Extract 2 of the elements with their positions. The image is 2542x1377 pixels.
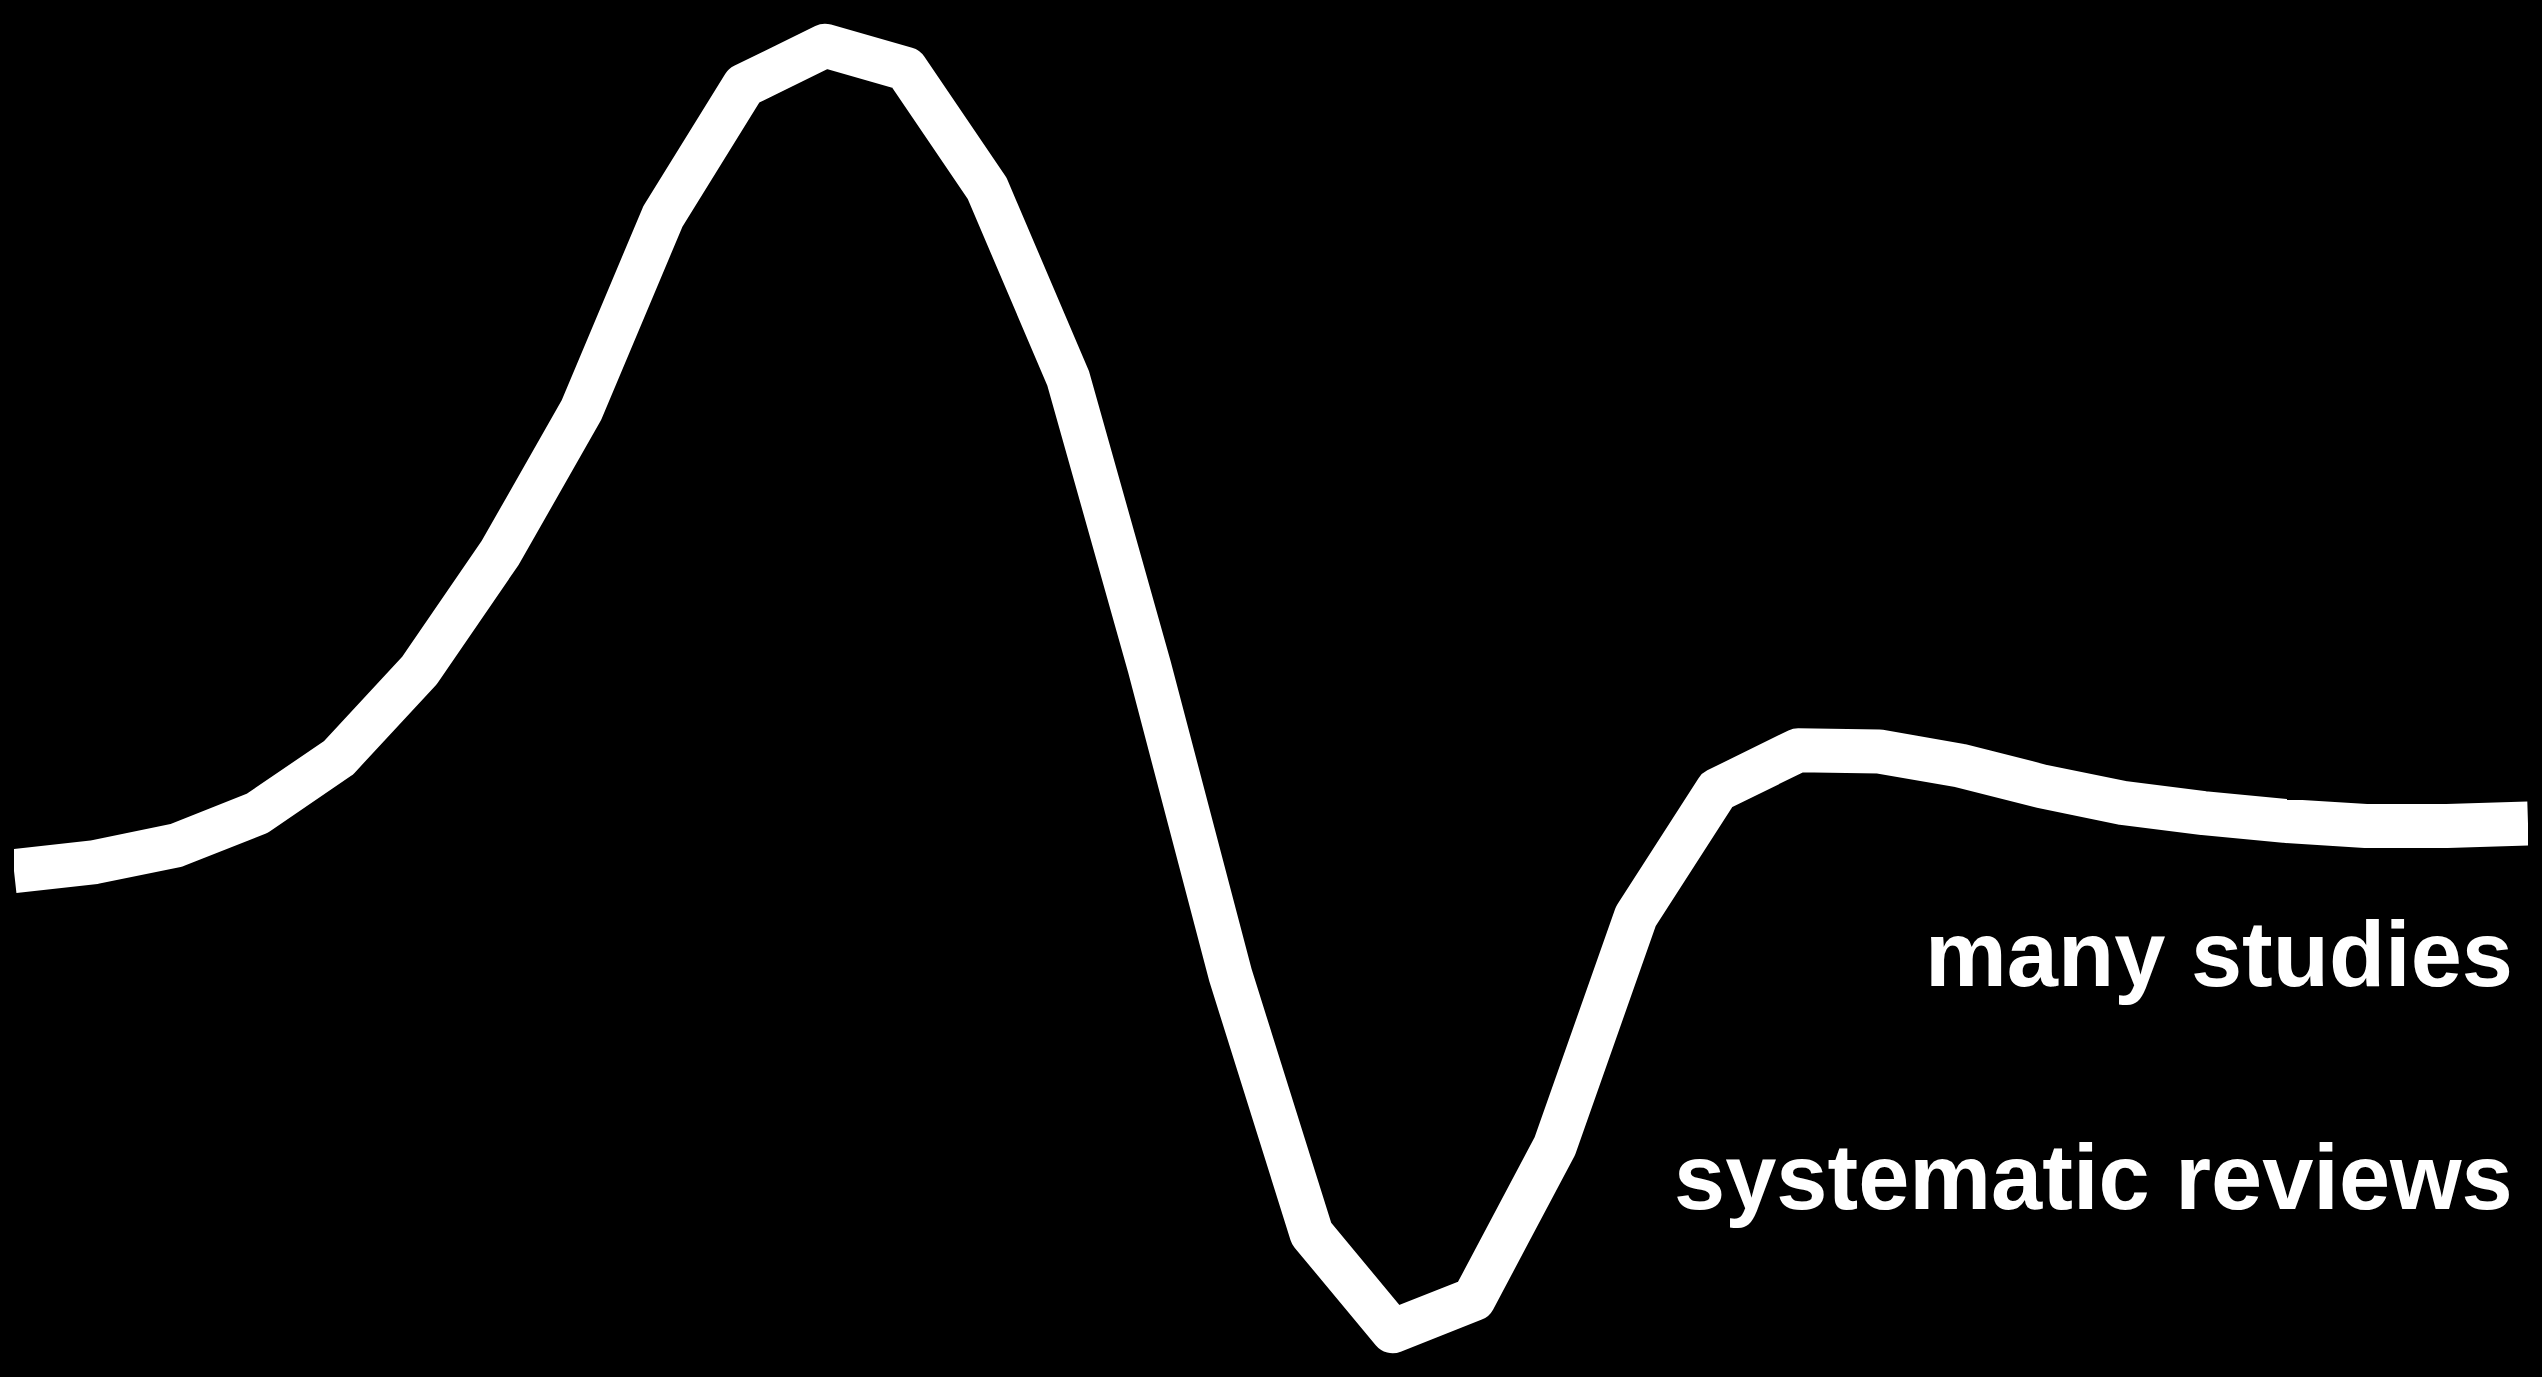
annotation: systematic reviews	[1674, 1126, 2513, 1228]
annotation: many studies	[1925, 903, 2513, 1005]
